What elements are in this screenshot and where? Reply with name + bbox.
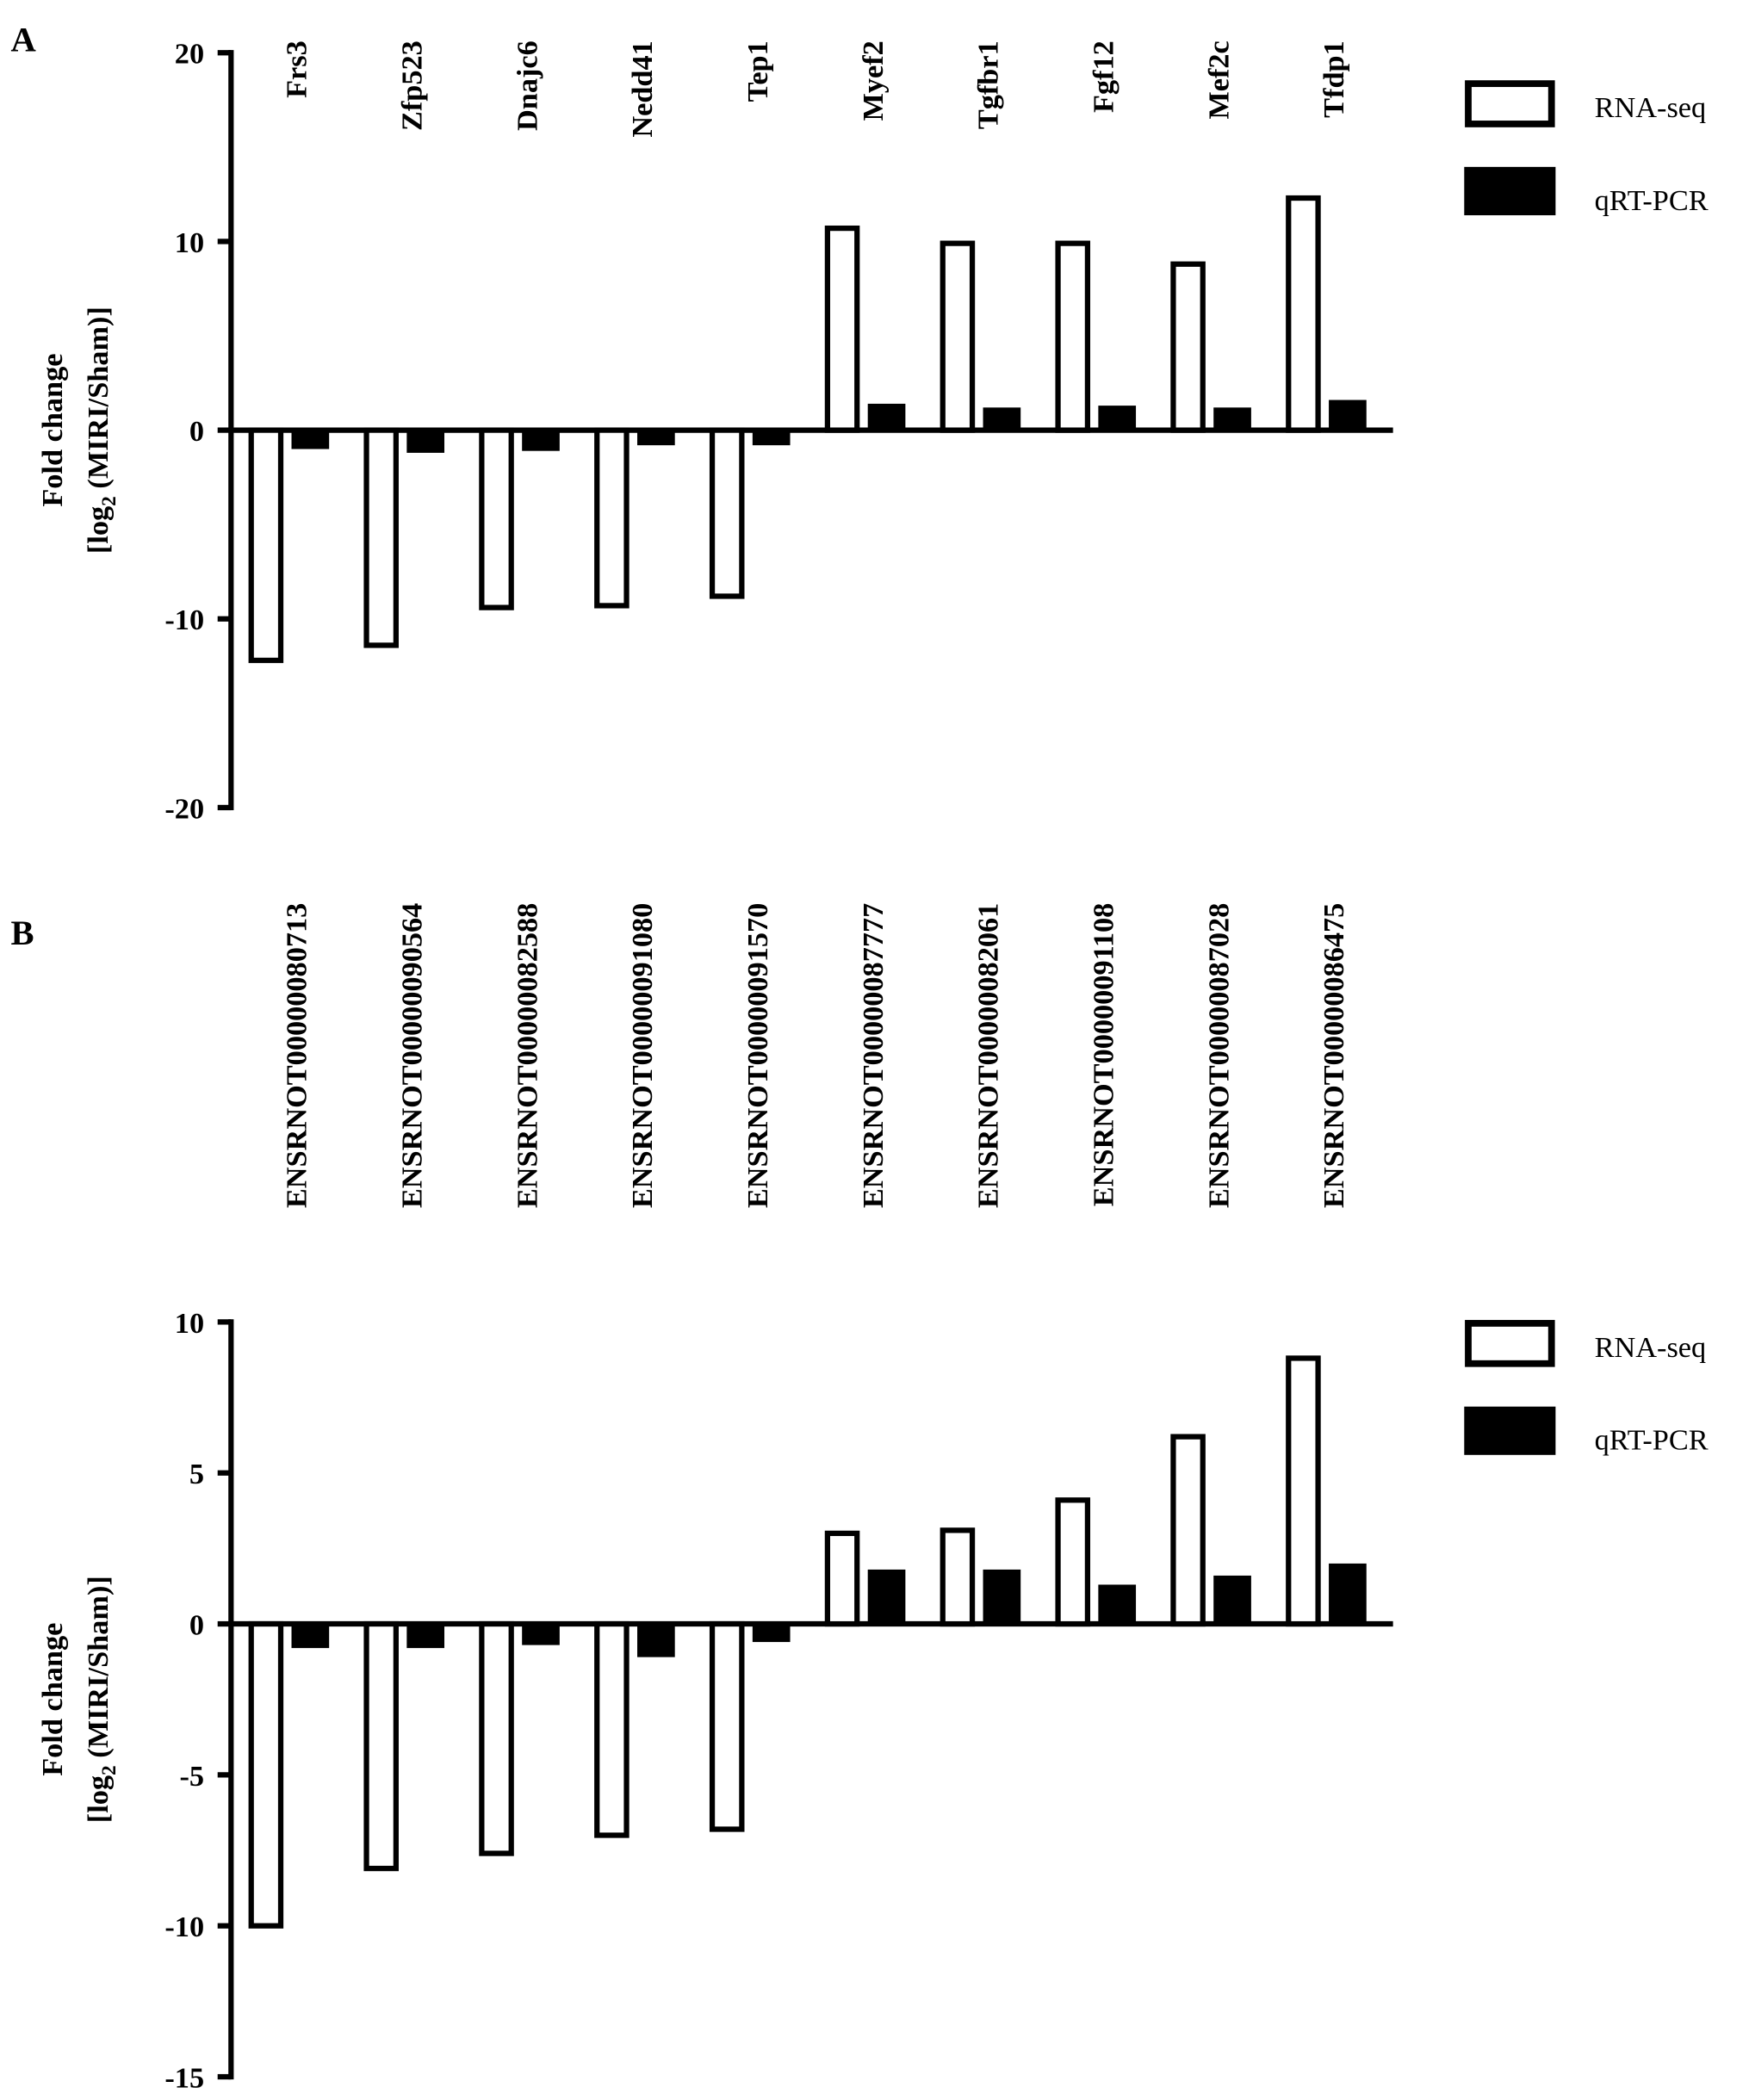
bar-qrt-pcr	[1329, 1563, 1367, 1625]
y-axis-label-line2: [log2 (MIRI/Sham)]	[82, 307, 121, 554]
bar-rna-seq	[1170, 1434, 1206, 1627]
bar-qrt-pcr	[1098, 1584, 1137, 1625]
category-label: ENSRNOT00000091080	[626, 903, 659, 1208]
category-label: ENSRNOT00000086475	[1318, 903, 1350, 1208]
y-tick-label: -20	[164, 792, 204, 825]
bar-rna-seq	[479, 427, 514, 610]
category-label: Dnajc6	[511, 40, 543, 131]
category-label: ENSRNOT00000082588	[511, 903, 543, 1208]
legend-label-rna-seq: RNA-seq	[1595, 1331, 1707, 1364]
bar-rna-seq	[709, 1620, 745, 1832]
bar-qrt-pcr	[637, 1624, 675, 1657]
y-axis-label-line2: [log2 (MIRI/Sham)]	[82, 1576, 121, 1823]
bar-qrt-pcr	[752, 1624, 791, 1643]
bar-rna-seq	[1286, 1355, 1321, 1627]
bar-rna-seq	[1286, 195, 1321, 433]
y-tick-label: -10	[164, 604, 204, 636]
bar-qrt-pcr	[983, 407, 1021, 431]
bar-rna-seq	[709, 427, 745, 599]
bar-qrt-pcr	[522, 1624, 560, 1645]
panel-a: A 20 10 0 -10 -20 Fold change [log2 (MIRI/Sham)…	[10, 21, 1708, 826]
category-label: Tep1	[741, 40, 774, 102]
bar-rna-seq	[594, 427, 630, 609]
y-tick-label: -15	[164, 2062, 204, 2095]
legend-swatch-rna-seq	[1465, 80, 1555, 127]
category-label: ENSRNOT00000087028	[1202, 903, 1235, 1208]
legend-swatch-rna-seq	[1465, 1320, 1555, 1367]
bar-rna-seq	[824, 1530, 860, 1627]
y-tick-label: 0	[189, 415, 204, 448]
category-label: Zfp523	[395, 40, 428, 131]
y-tick-label: 10	[175, 226, 204, 259]
y-tick-label: 20	[175, 38, 204, 71]
category-label: ENSRNOT00000091108	[1088, 903, 1120, 1207]
category-label: Fgf12	[1088, 40, 1120, 113]
category-label: Myef2	[857, 40, 890, 121]
y-axis-label-line1: Fold change	[36, 354, 69, 507]
bar-qrt-pcr	[637, 430, 675, 446]
category-label: Mef2c	[1202, 40, 1235, 119]
bar-rna-seq	[594, 1620, 630, 1838]
bar-qrt-pcr	[291, 430, 330, 449]
bar-qrt-pcr	[406, 1624, 445, 1649]
bar-qrt-pcr	[1213, 407, 1251, 431]
bar-rna-seq	[824, 225, 860, 433]
legend: RNA-seq qRT-PCR	[1464, 1320, 1709, 1457]
bar-rna-seq	[248, 427, 284, 664]
bar-rna-seq	[363, 1620, 399, 1872]
panel-label: A	[10, 21, 35, 59]
category-label: Nedd41	[626, 40, 659, 137]
y-tick-label: 0	[189, 1609, 204, 1642]
category-label: Tgfbr1	[972, 40, 1005, 129]
category-label: Frs3	[281, 40, 313, 98]
category-label: ENSRNOT00000082061	[972, 903, 1005, 1208]
category-label: Tfdp1	[1318, 40, 1350, 118]
legend: RNA-seq qRT-PCR	[1464, 80, 1709, 217]
bar-qrt-pcr	[291, 1624, 330, 1649]
bar-rna-seq	[363, 427, 399, 648]
bar-qrt-pcr	[1329, 400, 1367, 431]
bar-qrt-pcr	[752, 430, 791, 446]
bar-qrt-pcr	[1098, 406, 1137, 431]
bar-rna-seq	[940, 1527, 976, 1627]
bar-qrt-pcr	[867, 403, 906, 431]
category-label: ENSRNOT00000080713	[281, 903, 313, 1208]
bar-rna-seq	[479, 1620, 514, 1856]
category-label: ENSRNOT00000091570	[741, 903, 774, 1208]
bar-qrt-pcr	[406, 430, 445, 453]
legend-label-qrt-pcr: qRT-PCR	[1595, 184, 1709, 217]
bar-qrt-pcr	[867, 1569, 906, 1625]
bar-qrt-pcr	[983, 1569, 1021, 1625]
bar-qrt-pcr	[1213, 1575, 1251, 1625]
legend-label-qrt-pcr: qRT-PCR	[1595, 1424, 1709, 1457]
bar-rna-seq	[1170, 261, 1206, 433]
bar-rna-seq	[1055, 240, 1091, 433]
y-tick-label: -10	[164, 1911, 204, 1943]
bar-rna-seq	[1055, 1497, 1091, 1627]
category-label: ENSRNOT00000090564	[395, 903, 428, 1208]
panel-b: B 10 5 0 -5 -10 -15 Fold change [log2 (MIRI/Sham…	[10, 903, 1708, 2095]
legend-swatch-qrt-pcr	[1464, 1406, 1556, 1455]
bar-rna-seq	[940, 240, 976, 433]
y-axis-label-line1: Fold change	[36, 1623, 69, 1776]
y-tick-label: 10	[175, 1307, 204, 1340]
legend-label-rna-seq: RNA-seq	[1595, 91, 1707, 124]
bar-rna-seq	[248, 1620, 284, 1929]
category-label: ENSRNOT00000087777	[857, 903, 890, 1208]
bar-qrt-pcr	[522, 430, 560, 451]
legend-swatch-qrt-pcr	[1464, 166, 1556, 216]
y-tick-label: -5	[180, 1760, 205, 1793]
y-tick-label: 5	[189, 1458, 204, 1490]
panel-label: B	[10, 914, 34, 952]
